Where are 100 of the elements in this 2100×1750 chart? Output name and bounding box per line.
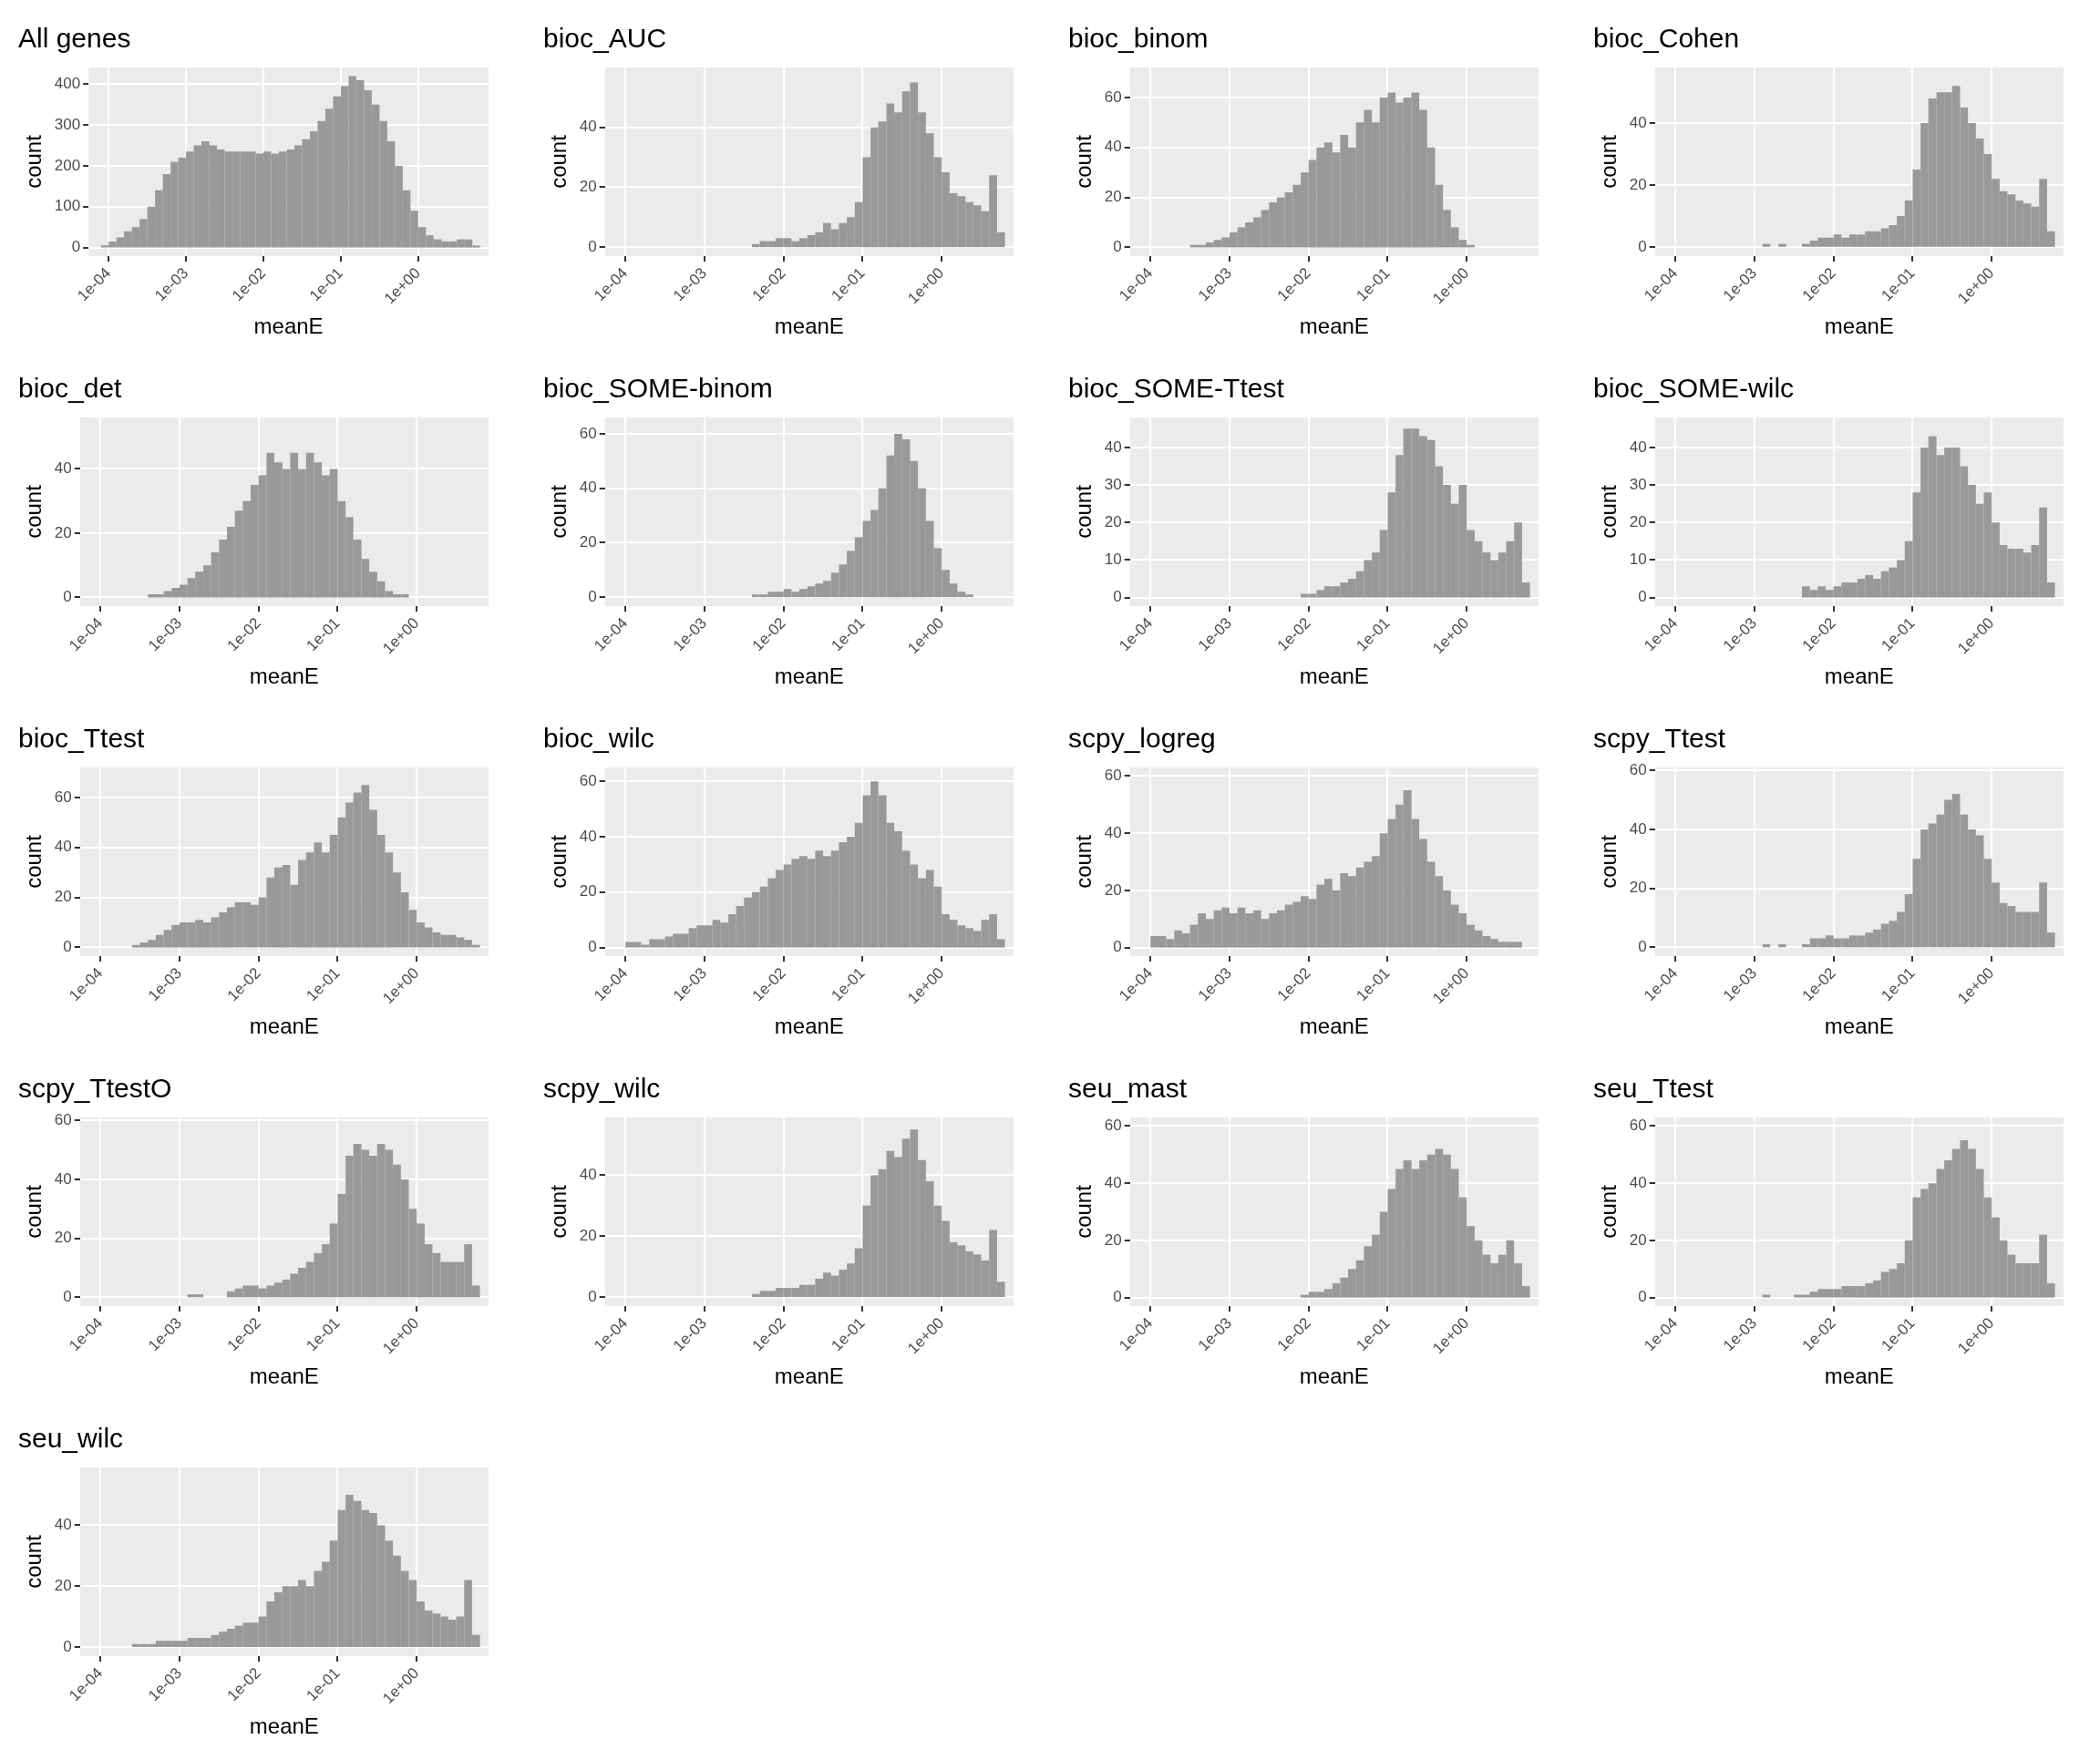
y-axis-title: count: [1071, 484, 1096, 539]
y-tick-label: 0: [1113, 238, 1122, 256]
y-axis-title: count: [21, 1184, 46, 1239]
y-tick-label: 60: [1104, 88, 1122, 106]
y-axis-title: count: [21, 834, 46, 889]
y-tick-label: 0: [1638, 938, 1647, 955]
chart-title: seu_mast: [1068, 1073, 1188, 1104]
y-tick-label: 200: [54, 156, 81, 174]
y-tick-label: 40: [1104, 1173, 1122, 1191]
x-axis-title: meanE: [1299, 1364, 1369, 1389]
y-tick-label: 0: [588, 587, 597, 605]
y-tick-label: 40: [1629, 113, 1647, 131]
y-tick-label: 0: [1638, 237, 1647, 255]
y-tick-label: 20: [1629, 879, 1647, 897]
y-tick-label: 300: [54, 115, 81, 133]
x-axis-title: meanE: [774, 1014, 844, 1039]
y-tick-label: 30: [1104, 475, 1122, 493]
y-axis-title: count: [1071, 834, 1096, 889]
y-axis-title: count: [546, 134, 571, 189]
y-tick-label: 20: [1629, 175, 1647, 193]
y-tick-label: 0: [588, 237, 597, 255]
y-axis-title: count: [1071, 134, 1096, 189]
y-tick-label: 0: [63, 588, 72, 606]
y-axis-title: count: [546, 834, 571, 889]
x-axis-title: meanE: [1824, 1014, 1894, 1039]
y-tick-label: 0: [1638, 588, 1647, 606]
y-tick-label: 60: [54, 788, 72, 806]
y-tick-label: 20: [54, 1576, 72, 1594]
y-tick-label: 0: [1113, 1288, 1122, 1306]
y-axis-title: count: [21, 1534, 46, 1589]
y-tick-label: 40: [579, 1166, 597, 1184]
chart-title: scpy_Ttest: [1593, 723, 1726, 754]
chart-title: bioc_AUC: [543, 23, 667, 54]
y-tick-label: 20: [1104, 188, 1122, 206]
y-tick-label: 0: [588, 938, 597, 956]
chart-title: bioc_binom: [1068, 23, 1209, 54]
chart-title: All genes: [18, 23, 131, 54]
x-axis-title: meanE: [1299, 1014, 1369, 1039]
x-axis-title: meanE: [1824, 1364, 1894, 1389]
chart-title: scpy_wilc: [543, 1073, 661, 1104]
chart-title: bioc_SOME-Ttest: [1068, 373, 1285, 404]
y-axis-title: count: [1596, 1184, 1621, 1239]
y-tick-label: 40: [579, 479, 597, 497]
y-tick-label: 100: [54, 197, 81, 215]
chart-title: bioc_SOME-binom: [543, 373, 773, 404]
y-axis-title: count: [1596, 134, 1621, 189]
chart-title: bioc_Ttest: [18, 723, 146, 754]
y-tick-label: 0: [63, 938, 72, 956]
y-tick-label: 20: [1629, 512, 1647, 530]
y-tick-label: 40: [1629, 819, 1647, 838]
y-tick-label: 60: [579, 771, 597, 789]
y-tick-label: 20: [579, 882, 597, 901]
x-axis-title: meanE: [249, 1364, 319, 1389]
y-tick-label: 60: [1629, 1117, 1647, 1135]
x-axis-title: meanE: [1299, 314, 1369, 339]
chart-title: bioc_wilc: [543, 723, 654, 754]
y-tick-label: 0: [588, 1287, 597, 1305]
x-axis-title: meanE: [774, 314, 844, 339]
y-axis-title: count: [21, 484, 46, 539]
y-tick-label: 40: [1104, 438, 1122, 456]
y-tick-label: 40: [579, 827, 597, 845]
y-tick-label: 40: [54, 1169, 72, 1188]
chart-title: bioc_Cohen: [1593, 23, 1740, 54]
y-axis-title: count: [21, 134, 46, 189]
y-tick-label: 0: [1638, 1288, 1647, 1306]
y-tick-label: 40: [54, 838, 72, 856]
y-tick-label: 20: [579, 533, 597, 551]
y-tick-label: 40: [54, 1516, 72, 1534]
y-tick-label: 60: [54, 1110, 72, 1128]
chart-title: scpy_TtestO: [18, 1073, 172, 1104]
x-axis-title: meanE: [253, 314, 324, 339]
y-tick-label: 10: [1629, 551, 1647, 569]
y-tick-label: 0: [63, 1288, 72, 1305]
y-tick-label: 20: [54, 888, 72, 906]
x-axis-title: meanE: [774, 664, 844, 689]
y-axis-title: count: [1596, 834, 1621, 889]
y-tick-label: 20: [579, 1226, 597, 1244]
y-tick-label: 40: [1629, 438, 1647, 456]
y-tick-label: 40: [1104, 138, 1122, 156]
chart-title: seu_Ttest: [1593, 1073, 1714, 1104]
x-axis-title: meanE: [1824, 664, 1894, 689]
y-tick-label: 20: [579, 178, 597, 196]
chart-title: scpy_logreg: [1068, 723, 1216, 754]
y-tick-label: 60: [1104, 767, 1122, 785]
y-axis-title: count: [1596, 484, 1621, 539]
y-axis-title: count: [1071, 1184, 1096, 1239]
x-axis-title: meanE: [1824, 314, 1894, 339]
y-tick-label: 20: [1104, 512, 1122, 530]
x-axis-title: meanE: [249, 1014, 319, 1039]
chart-title: seu_wilc: [18, 1423, 124, 1454]
y-tick-label: 40: [579, 118, 597, 136]
y-tick-label: 0: [63, 1637, 72, 1655]
chart-title: bioc_det: [18, 373, 123, 404]
y-tick-label: 40: [1104, 823, 1122, 841]
y-tick-label: 20: [1629, 1230, 1647, 1249]
y-tick-label: 40: [1629, 1173, 1647, 1191]
y-tick-label: 60: [1104, 1117, 1122, 1135]
y-tick-label: 40: [54, 459, 72, 478]
y-tick-label: 20: [54, 523, 72, 541]
chart-title: bioc_SOME-wilc: [1593, 373, 1795, 404]
